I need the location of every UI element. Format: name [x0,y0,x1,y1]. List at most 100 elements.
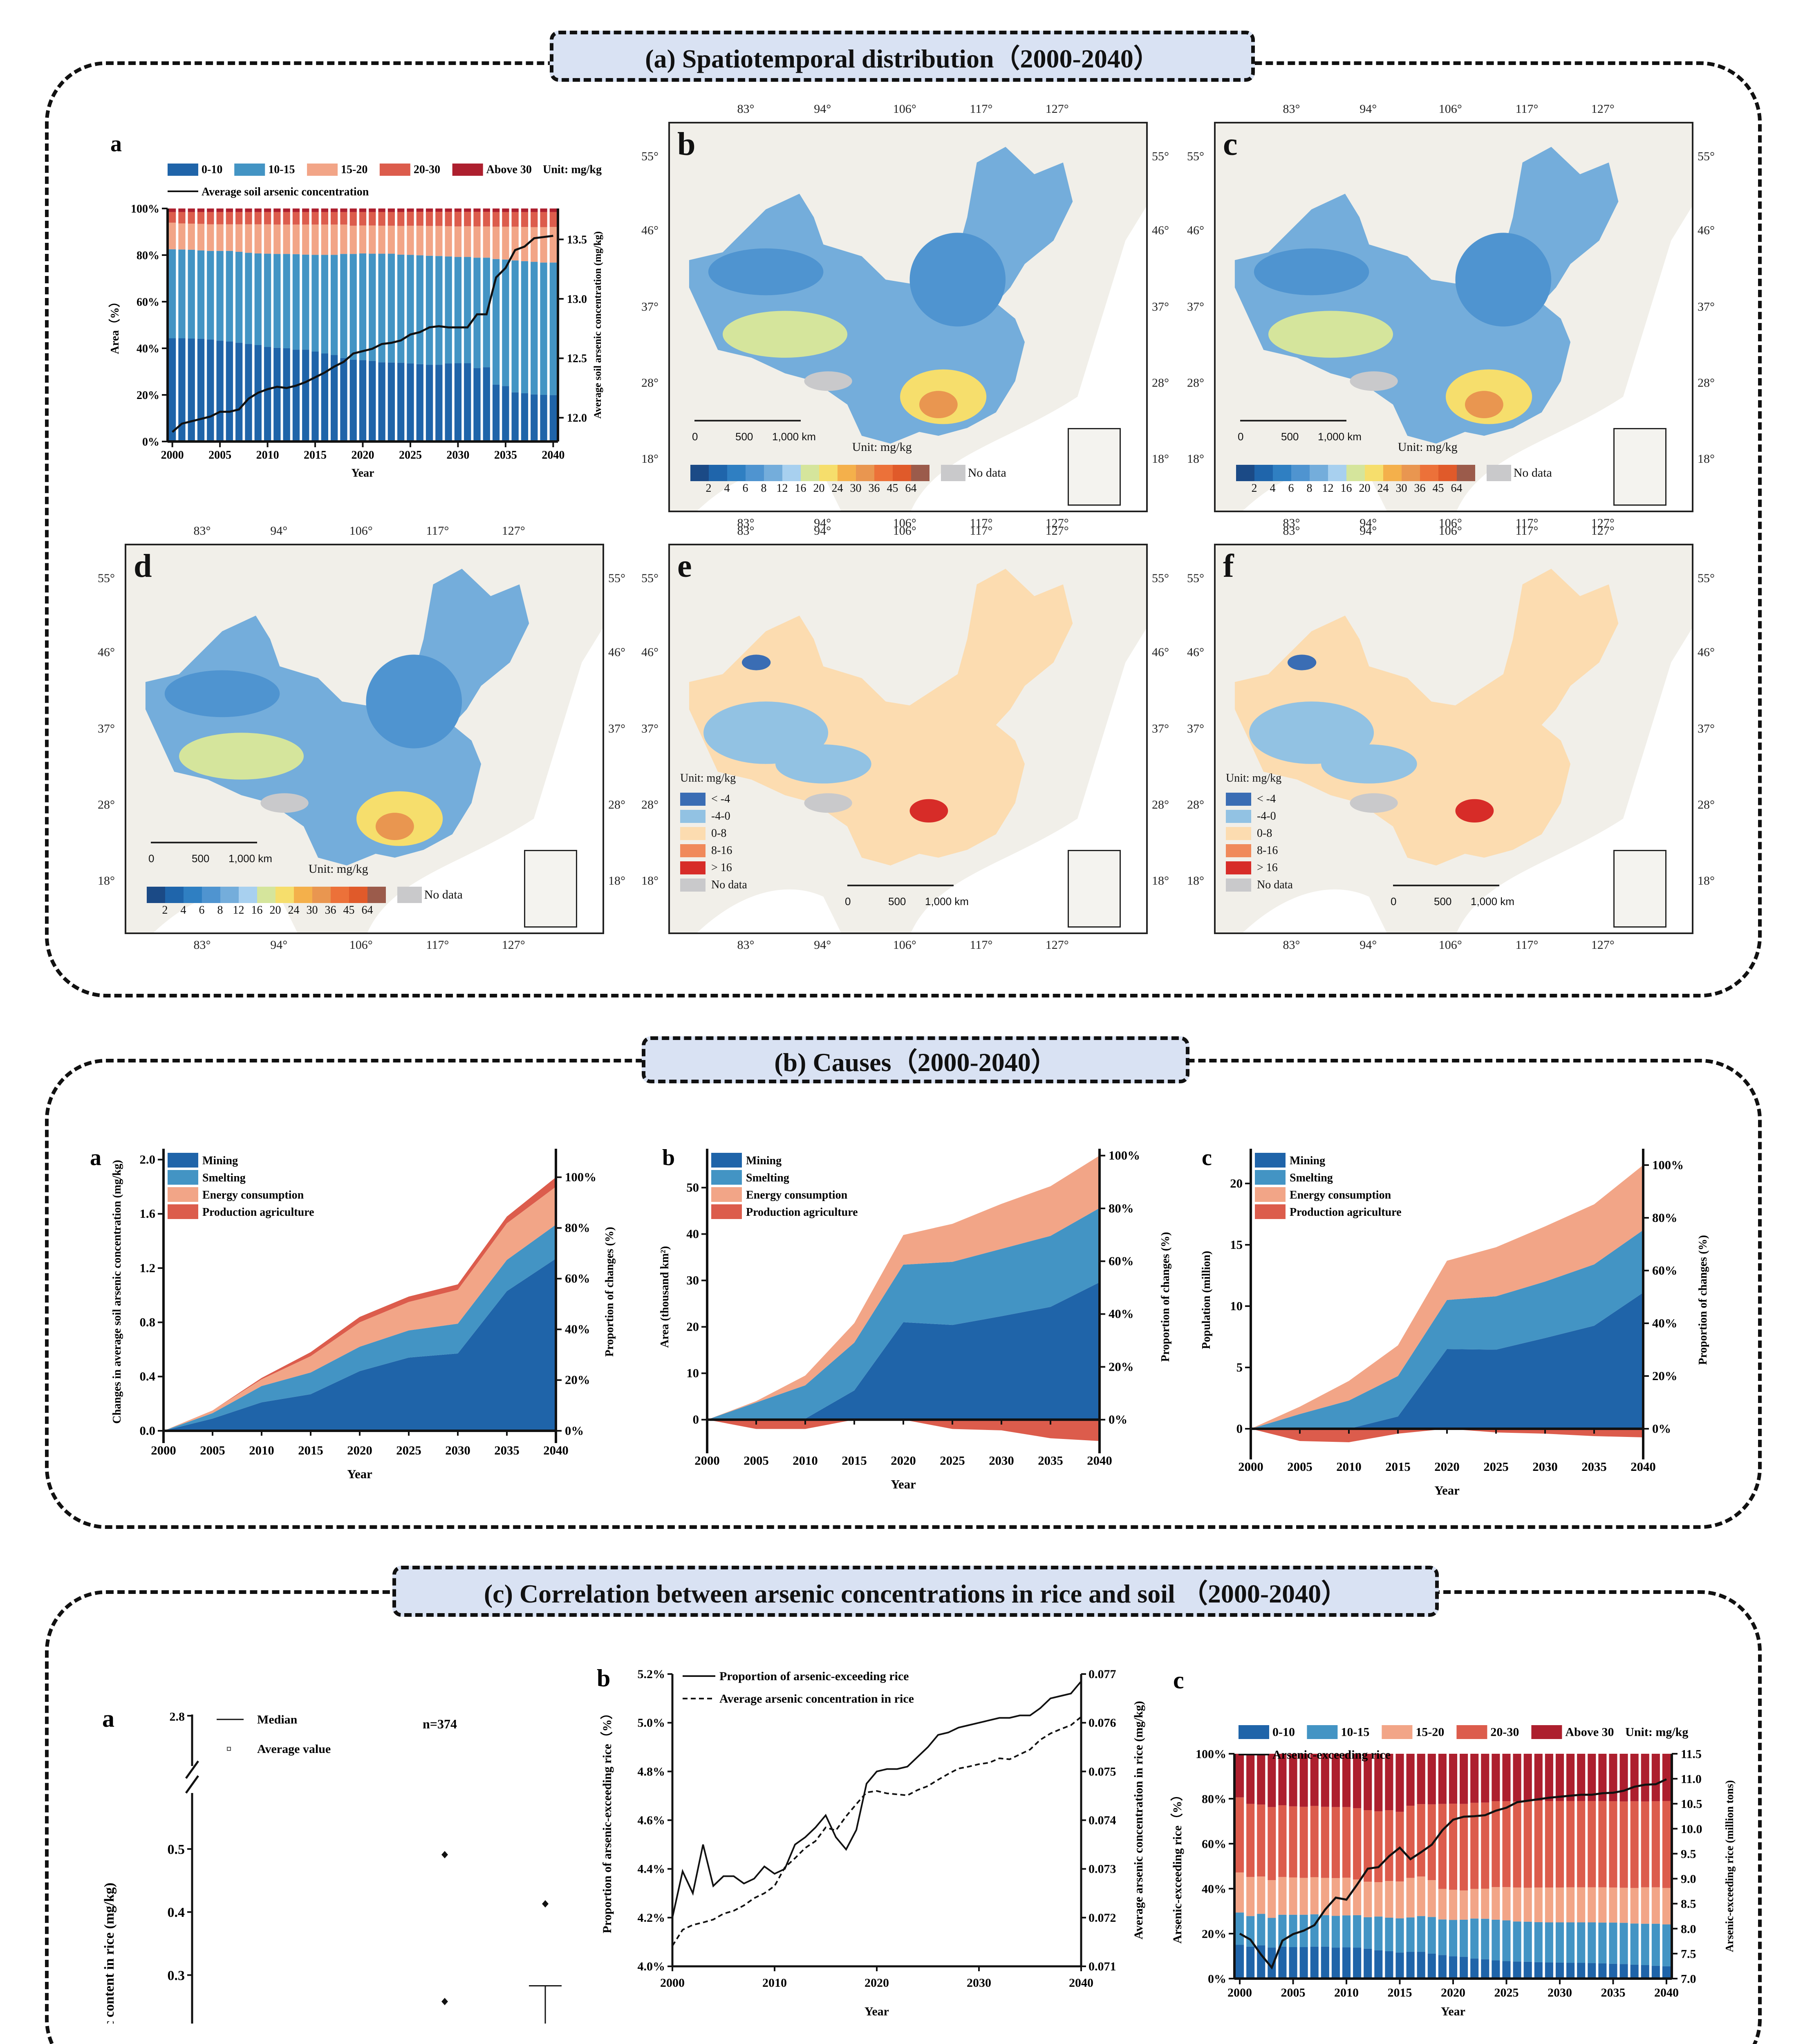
bar-segment-above-30 [1374,1754,1383,1811]
bar-segment-15-20 [1427,1880,1436,1917]
longitude-label: 127° [1045,524,1069,538]
area-mining [707,1282,1100,1420]
y-right-tick-label: 8.5 [1681,1897,1696,1911]
x-tick-label: 2000 [694,1454,720,1468]
longitude-label: 83° [1283,102,1300,116]
legend-swatch [1226,878,1251,892]
legend-swatch [680,792,706,806]
bar-segment-20-30 [1619,1801,1628,1888]
bar-segment-15-20 [292,224,300,254]
bar-segment-15-20 [254,224,262,254]
bar-segment-20-30 [1310,1806,1319,1877]
legend-line-label: Arsenic-exceeding rice [1272,1748,1391,1762]
legend-swatch [680,844,706,857]
latitude-label: 18° [1187,874,1204,888]
bar-segment-20-30 [1523,1801,1532,1888]
latitude-label: 28° [608,798,625,811]
bar-segment-0-10 [1438,1955,1447,1979]
china-region [689,147,1073,444]
bar-segment-20-30 [1651,1801,1660,1887]
bar-segment-above-30 [1545,1754,1553,1801]
x-tick-label: 2020 [891,1454,916,1468]
colorbar-label: 20 [269,904,281,917]
legend-label: 0-10 [1272,1726,1295,1739]
bar-segment-15-20 [359,225,367,254]
bar-segment-10-15 [1417,1916,1425,1952]
bar-segment-above-30 [521,208,529,212]
longitude-label: 106° [349,938,373,952]
bar-segment-0-10 [283,348,290,442]
map-panel-c: c 0 500 1,000 km Unit: mg/kg 2 4 6 8 12 16 20 24 30 36… [1187,102,1715,530]
longitude-label: 117° [1515,524,1539,538]
map-frame: b 0 500 1,000 km Unit: mg/kg 2 4 6 8 12 16 20 24 30 36… [668,122,1148,512]
boxplot-chart: 0.00.10.20.30.40.52.80-1010-1515-2020-30… [102,1705,691,2044]
no-data-legend: No data [397,887,463,903]
longitude-label: 94° [814,938,831,952]
y-right-tick-label: 40% [1109,1307,1134,1321]
latitude-label: 55° [1187,571,1204,585]
bar-segment-10-15 [264,253,271,347]
bar-segment-above-30 [226,208,233,212]
bar-segment-above-30 [292,208,300,212]
map-panel-b: b 0 500 1,000 km Unit: mg/kg 2 4 6 8 12 16 20 24 30 36… [641,102,1169,530]
legend-label: Above 30 [1565,1726,1614,1739]
bar-segment-10-15 [1470,1918,1479,1959]
longitude-label: 83° [1283,524,1300,538]
unit-label: Unit: mg/kg [680,771,736,784]
longitude-label: 117° [426,524,449,538]
bar-segment-10-15 [1555,1922,1564,1963]
bar-segment-15-20 [1268,1880,1276,1918]
region-moderate [1268,311,1393,358]
legend-label: Above 30 [486,163,532,176]
latitude-label: 46° [641,224,658,238]
colorbar-label: 36 [1414,482,1426,495]
sample-size-annotation: n=374 [423,1717,457,1731]
bar-segment-15-20 [1588,1887,1596,1923]
no-data-label: No data [1513,466,1552,480]
bar-segment-20-30 [178,212,186,224]
longitude-label: 83° [737,524,755,538]
legend-label: Energy consumption [202,1189,304,1201]
legend-swatch [1226,809,1251,823]
no-data-swatch [397,887,422,903]
legend-swatch-smelting [1255,1170,1286,1185]
y-right-tick-label: 0% [565,1424,584,1438]
area-mining [164,1258,556,1431]
legend-swatch-mining [1255,1153,1286,1168]
bar-segment-10-15 [197,250,205,339]
bar-segment-20-30 [1406,1806,1415,1878]
bar-segment-10-15 [1513,1921,1521,1962]
bar-segment-0-10 [1534,1962,1543,1979]
bar-segment-15-20 [1342,1878,1351,1916]
x-tick-label: 2020 [347,1443,372,1457]
no-data-legend: No data [1486,465,1552,481]
colorbar-label: 45 [1432,482,1444,495]
x-tick-label: 2040 [1654,1986,1679,1999]
axis-break-mark [185,1775,199,1794]
bar-segment-15-20 [1385,1881,1393,1918]
bar-segment-10-15 [1588,1922,1596,1963]
bar-segment-above-30 [264,208,271,212]
x-axis-title: Year [891,1477,916,1491]
bar-segment-20-30 [235,212,243,224]
bar-segment-0-10 [321,353,328,442]
bar-segment-0-10 [1246,1946,1255,1979]
y-tick-label: 20 [1230,1177,1243,1190]
x-tick-label: 2025 [396,1443,421,1457]
bar-segment-above-30 [359,208,367,212]
y-right-tick-label: 20% [1652,1369,1678,1383]
bar-segment-above-30 [426,208,433,212]
legend-item: > 16 [680,859,747,876]
outlier-point [441,1851,448,1858]
x-tick-label: 2035 [494,449,517,462]
bar-segment-10-15 [1449,1920,1458,1957]
bar-segment-above-30 [511,208,519,212]
colorbar-swatch [764,465,782,481]
bar-segment-10-15 [473,258,481,368]
bar-segment-above-30 [1577,1754,1586,1801]
bar-segment-above-30 [1630,1754,1639,1802]
bar-segment-0-10 [349,359,357,442]
bar-segment-15-20 [502,226,509,260]
scale-label: 500 [735,430,753,443]
y-right-tick-label: 9.5 [1681,1847,1696,1861]
